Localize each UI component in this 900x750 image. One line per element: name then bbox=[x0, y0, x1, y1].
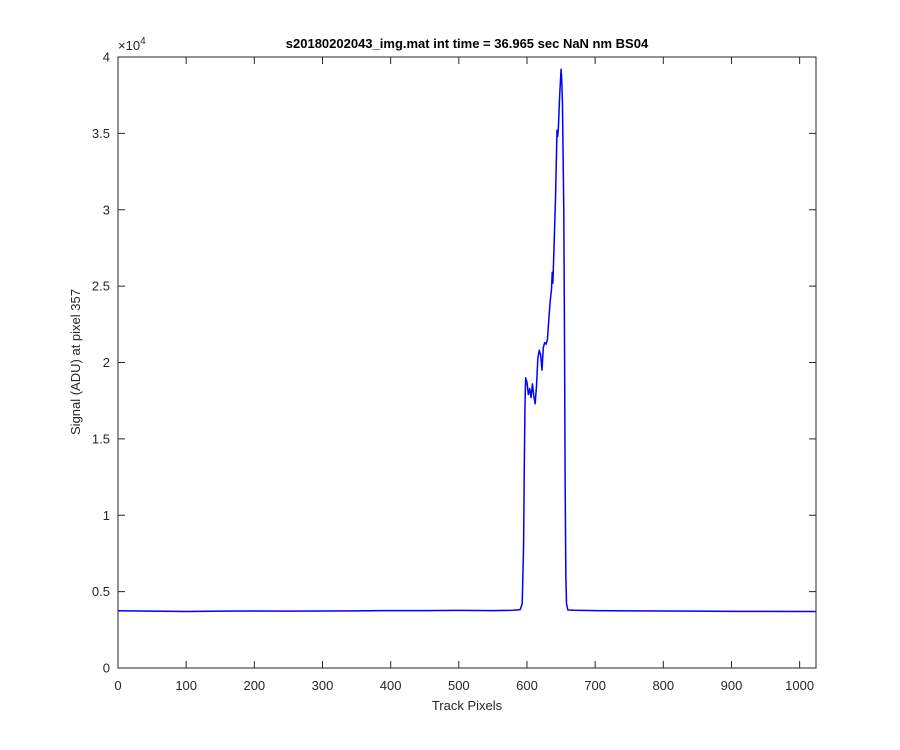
y-tick-label: 3.5 bbox=[92, 126, 110, 141]
y-tick-label: 3 bbox=[103, 202, 110, 217]
y-tick-label: 2.5 bbox=[92, 279, 110, 294]
x-tick-label: 1000 bbox=[785, 678, 814, 693]
chart-title: s20180202043_img.mat int time = 36.965 s… bbox=[286, 36, 649, 51]
series-layer bbox=[117, 68, 816, 613]
y-axis-label: Signal (ADU) at pixel 357 bbox=[68, 289, 83, 435]
plot-area bbox=[118, 57, 816, 668]
x-axis: 0 100 200 300 400 500 600 700 800 900 1000 bbox=[114, 57, 814, 693]
x-axis-label: Track Pixels bbox=[432, 698, 503, 713]
x-tick-label: 400 bbox=[380, 678, 402, 693]
x-tick-label: 600 bbox=[516, 678, 538, 693]
x-tick-label: 500 bbox=[448, 678, 470, 693]
y-tick-label: 1 bbox=[103, 508, 110, 523]
y-tick-label: 0.5 bbox=[92, 584, 110, 599]
x-tick-label: 900 bbox=[721, 678, 743, 693]
y-tick-label: 1.5 bbox=[92, 431, 110, 446]
x-tick-label: 700 bbox=[584, 678, 606, 693]
y-axis: 0 0.5 1 1.5 2 2.5 3 3.5 4 bbox=[92, 50, 816, 676]
x-tick-label: 800 bbox=[652, 678, 674, 693]
y-exponent: ×104 bbox=[118, 36, 146, 53]
x-tick-label: 100 bbox=[175, 678, 197, 693]
y-tick-label: 2 bbox=[103, 355, 110, 370]
y-tick-label: 0 bbox=[103, 661, 110, 676]
x-tick-label: 0 bbox=[114, 678, 121, 693]
x-tick-label: 200 bbox=[243, 678, 265, 693]
series-line-0 bbox=[117, 68, 816, 613]
y-tick-label: 4 bbox=[103, 50, 110, 65]
x-tick-label: 300 bbox=[312, 678, 334, 693]
